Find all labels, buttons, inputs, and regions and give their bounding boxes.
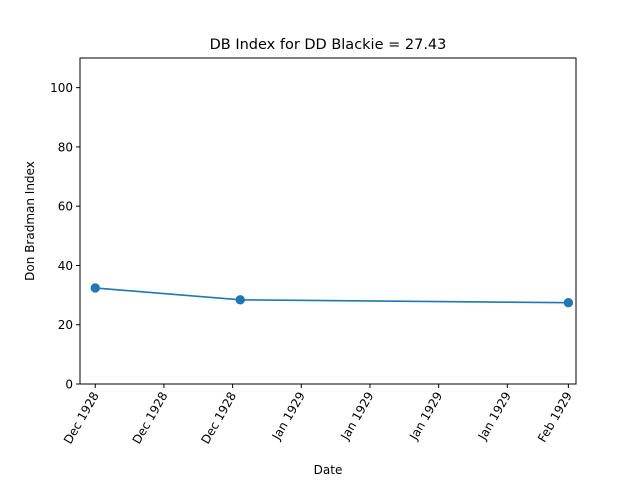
plot-area-frame [79,57,577,385]
data-point [563,298,574,308]
y-tick-label: 80 [58,140,73,154]
y-axis-ticks: 0 20 40 60 80 100 [50,81,80,392]
y-tick-label: 0 [65,378,73,392]
y-tick-label: 40 [58,259,73,273]
x-axis-label: Date [314,463,343,477]
data-point [235,295,245,305]
y-axis-label: Don Bradman Index [23,161,37,281]
data-point [90,283,100,293]
y-tick-label: 20 [58,318,73,332]
y-tick-label: 60 [58,200,73,214]
series-layer [90,283,574,308]
y-tick-label: 100 [50,81,73,95]
chart-title: DB Index for DD Blackie = 27.43 [210,37,447,53]
